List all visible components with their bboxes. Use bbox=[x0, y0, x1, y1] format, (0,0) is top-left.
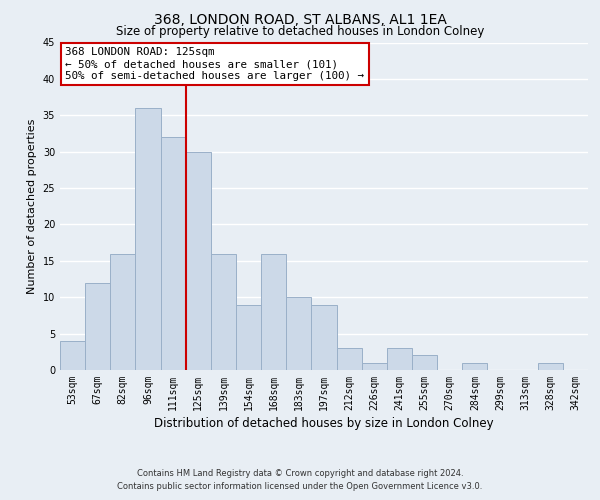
Bar bbox=[337, 348, 362, 370]
Text: 368, LONDON ROAD, ST ALBANS, AL1 1EA: 368, LONDON ROAD, ST ALBANS, AL1 1EA bbox=[154, 12, 446, 26]
Bar bbox=[136, 108, 161, 370]
Bar bbox=[412, 356, 437, 370]
Text: Size of property relative to detached houses in London Colney: Size of property relative to detached ho… bbox=[116, 25, 484, 38]
Bar bbox=[362, 362, 387, 370]
Bar bbox=[387, 348, 412, 370]
Bar bbox=[311, 304, 337, 370]
Bar bbox=[85, 282, 110, 370]
Bar bbox=[462, 362, 487, 370]
Bar bbox=[186, 152, 211, 370]
Bar bbox=[110, 254, 136, 370]
Bar bbox=[161, 137, 186, 370]
Bar bbox=[538, 362, 563, 370]
Bar bbox=[261, 254, 286, 370]
Y-axis label: Number of detached properties: Number of detached properties bbox=[27, 118, 37, 294]
Bar bbox=[211, 254, 236, 370]
Bar bbox=[236, 304, 261, 370]
X-axis label: Distribution of detached houses by size in London Colney: Distribution of detached houses by size … bbox=[154, 417, 494, 430]
Text: 368 LONDON ROAD: 125sqm
← 50% of detached houses are smaller (101)
50% of semi-d: 368 LONDON ROAD: 125sqm ← 50% of detache… bbox=[65, 48, 364, 80]
Text: Contains HM Land Registry data © Crown copyright and database right 2024.
Contai: Contains HM Land Registry data © Crown c… bbox=[118, 469, 482, 491]
Bar bbox=[60, 341, 85, 370]
Bar bbox=[286, 297, 311, 370]
